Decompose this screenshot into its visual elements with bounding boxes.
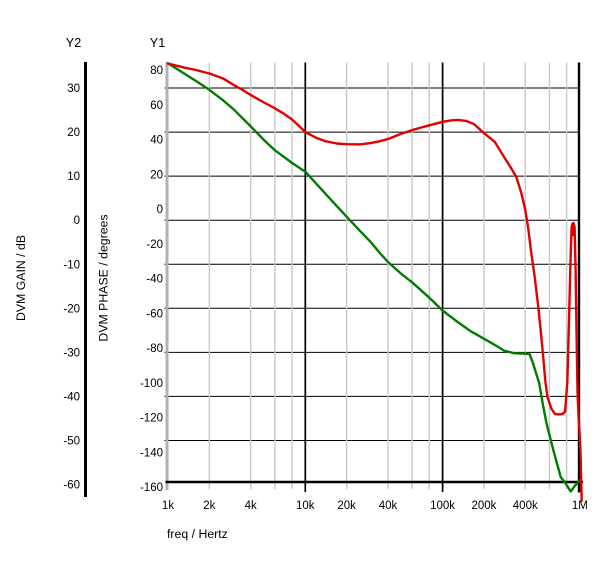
y2-tick-label: -40 xyxy=(63,391,80,403)
x-tick-label: 20k xyxy=(337,500,356,512)
y2-axis-header: Y2 xyxy=(66,36,81,50)
y2-tick-label: -20 xyxy=(63,303,80,315)
y1-axis-title: DVM PHASE / degrees xyxy=(97,214,111,341)
x-tick-label: 200k xyxy=(471,500,496,512)
y1-tick-label: 20 xyxy=(150,169,163,181)
y1-tick-label: 60 xyxy=(150,100,163,112)
x-tick-label: 1M xyxy=(572,500,588,512)
y1-tick-label: 0 xyxy=(157,204,163,216)
x-tick-label: 100k xyxy=(430,500,455,512)
y1-tick-label: -40 xyxy=(146,274,163,286)
dvm-gain-curve xyxy=(166,62,582,493)
tick-marks-layer xyxy=(208,482,581,492)
x-tick-label: 40k xyxy=(379,500,398,512)
x-tick-label: 10k xyxy=(296,500,315,512)
y1-tick-label: -20 xyxy=(146,239,163,251)
y2-axis-title: DVM GAIN / dB xyxy=(14,235,28,321)
y2-tick-label: -50 xyxy=(63,435,80,447)
y2-tick-label: -60 xyxy=(63,480,80,492)
y1-tick-label: -60 xyxy=(146,308,163,320)
y2-tick-label: -10 xyxy=(63,259,80,271)
x-tick-label: 4k xyxy=(245,500,257,512)
tick-labels-layer: 1k 2k 4k 10k 20k 40k 100k 200k 400k 1M 30 20 10 0 -10 -… xyxy=(63,65,588,512)
y1-tick-label: 40 xyxy=(150,135,163,147)
y2-tick-label: -30 xyxy=(63,347,80,359)
y1-tick-label: -140 xyxy=(140,447,163,459)
x-tick-label: 400k xyxy=(513,500,538,512)
grid-layer xyxy=(164,62,579,481)
y1-tick-label: 80 xyxy=(150,65,163,77)
x-axis-title: freq / Hertz xyxy=(167,527,228,541)
y1-tick-label: -80 xyxy=(146,343,163,355)
x-tick-label: 1k xyxy=(162,500,174,512)
y2-tick-label: 10 xyxy=(67,171,80,183)
curves-layer xyxy=(166,62,583,503)
y1-tick-label: -120 xyxy=(140,413,163,425)
x-tick-label: 2k xyxy=(203,500,215,512)
y2-tick-label: 30 xyxy=(67,83,80,95)
y2-tick-label: 0 xyxy=(74,215,80,227)
dvm-phase-curve xyxy=(166,62,583,503)
y1-tick-label: -100 xyxy=(140,378,163,390)
y2-tick-label: 20 xyxy=(67,127,80,139)
y1-tick-label: -160 xyxy=(140,482,163,494)
y1-axis-header: Y1 xyxy=(150,36,165,50)
